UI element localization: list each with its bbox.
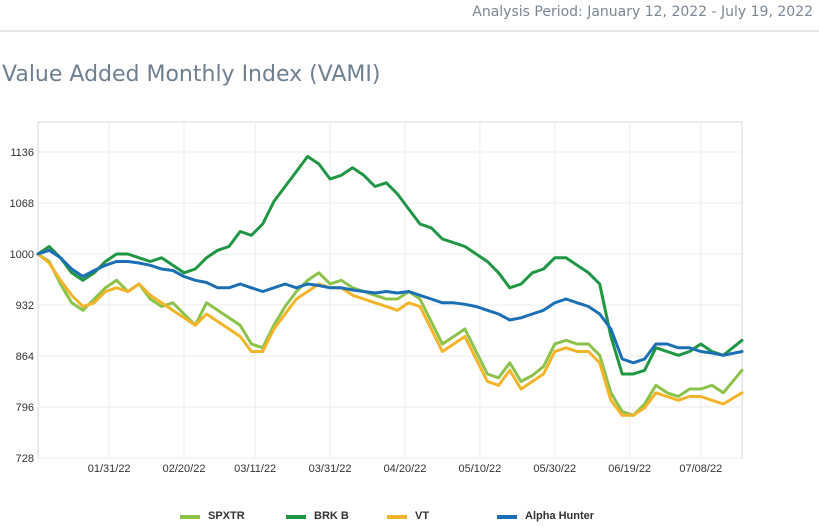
x-tick-label: 03/31/22: [309, 463, 352, 475]
x-tick-label: 06/19/22: [608, 463, 651, 475]
legend-swatch-brk-b: [286, 515, 306, 519]
legend-swatch-vt: [387, 515, 407, 519]
x-tick-label: 05/10/22: [458, 463, 501, 475]
series-line-alpha-hunter: [36, 248, 744, 365]
series-line-brk-b: [36, 155, 744, 376]
legend-label: SPXTR: [208, 510, 245, 522]
y-tick-label: 864: [16, 351, 34, 363]
legend-label: BRK B: [314, 510, 349, 522]
legend-swatch-alpha-hunter: [497, 515, 517, 519]
x-tick-label: 07/08/22: [679, 463, 722, 475]
legend-label: Alpha Hunter: [525, 510, 595, 522]
x-tick-label: 04/20/22: [384, 463, 427, 475]
y-tick-label: 932: [16, 300, 34, 312]
y-tick-label: 1068: [10, 198, 34, 210]
y-tick-label: 728: [16, 453, 34, 465]
series-line-vt: [36, 252, 744, 417]
y-tick-label: 1136: [10, 147, 34, 159]
page-title: Value Added Monthly Index (VAMI): [2, 62, 381, 87]
x-tick-label: 03/11/22: [234, 463, 276, 475]
x-tick-label: 05/30/22: [533, 463, 576, 475]
analysis-period: Analysis Period: January 12, 2022 - July…: [472, 4, 813, 20]
legend-swatch-spxtr: [180, 515, 200, 519]
header-bar: Analysis Period: January 12, 2022 - July…: [0, 0, 819, 32]
plot-area: [37, 121, 743, 459]
vami-line-chart: 728 796 864 932 1000 1068 1136 01/31/22 02/20/22…: [10, 121, 744, 475]
x-tick-label: 01/31/22: [88, 463, 131, 475]
y-tick-label: 1000: [10, 249, 34, 261]
x-tick-label: 02/20/22: [163, 463, 206, 475]
series-line-spxtr: [36, 252, 744, 417]
legend-label: VT: [415, 510, 430, 522]
y-tick-label: 796: [16, 402, 34, 414]
